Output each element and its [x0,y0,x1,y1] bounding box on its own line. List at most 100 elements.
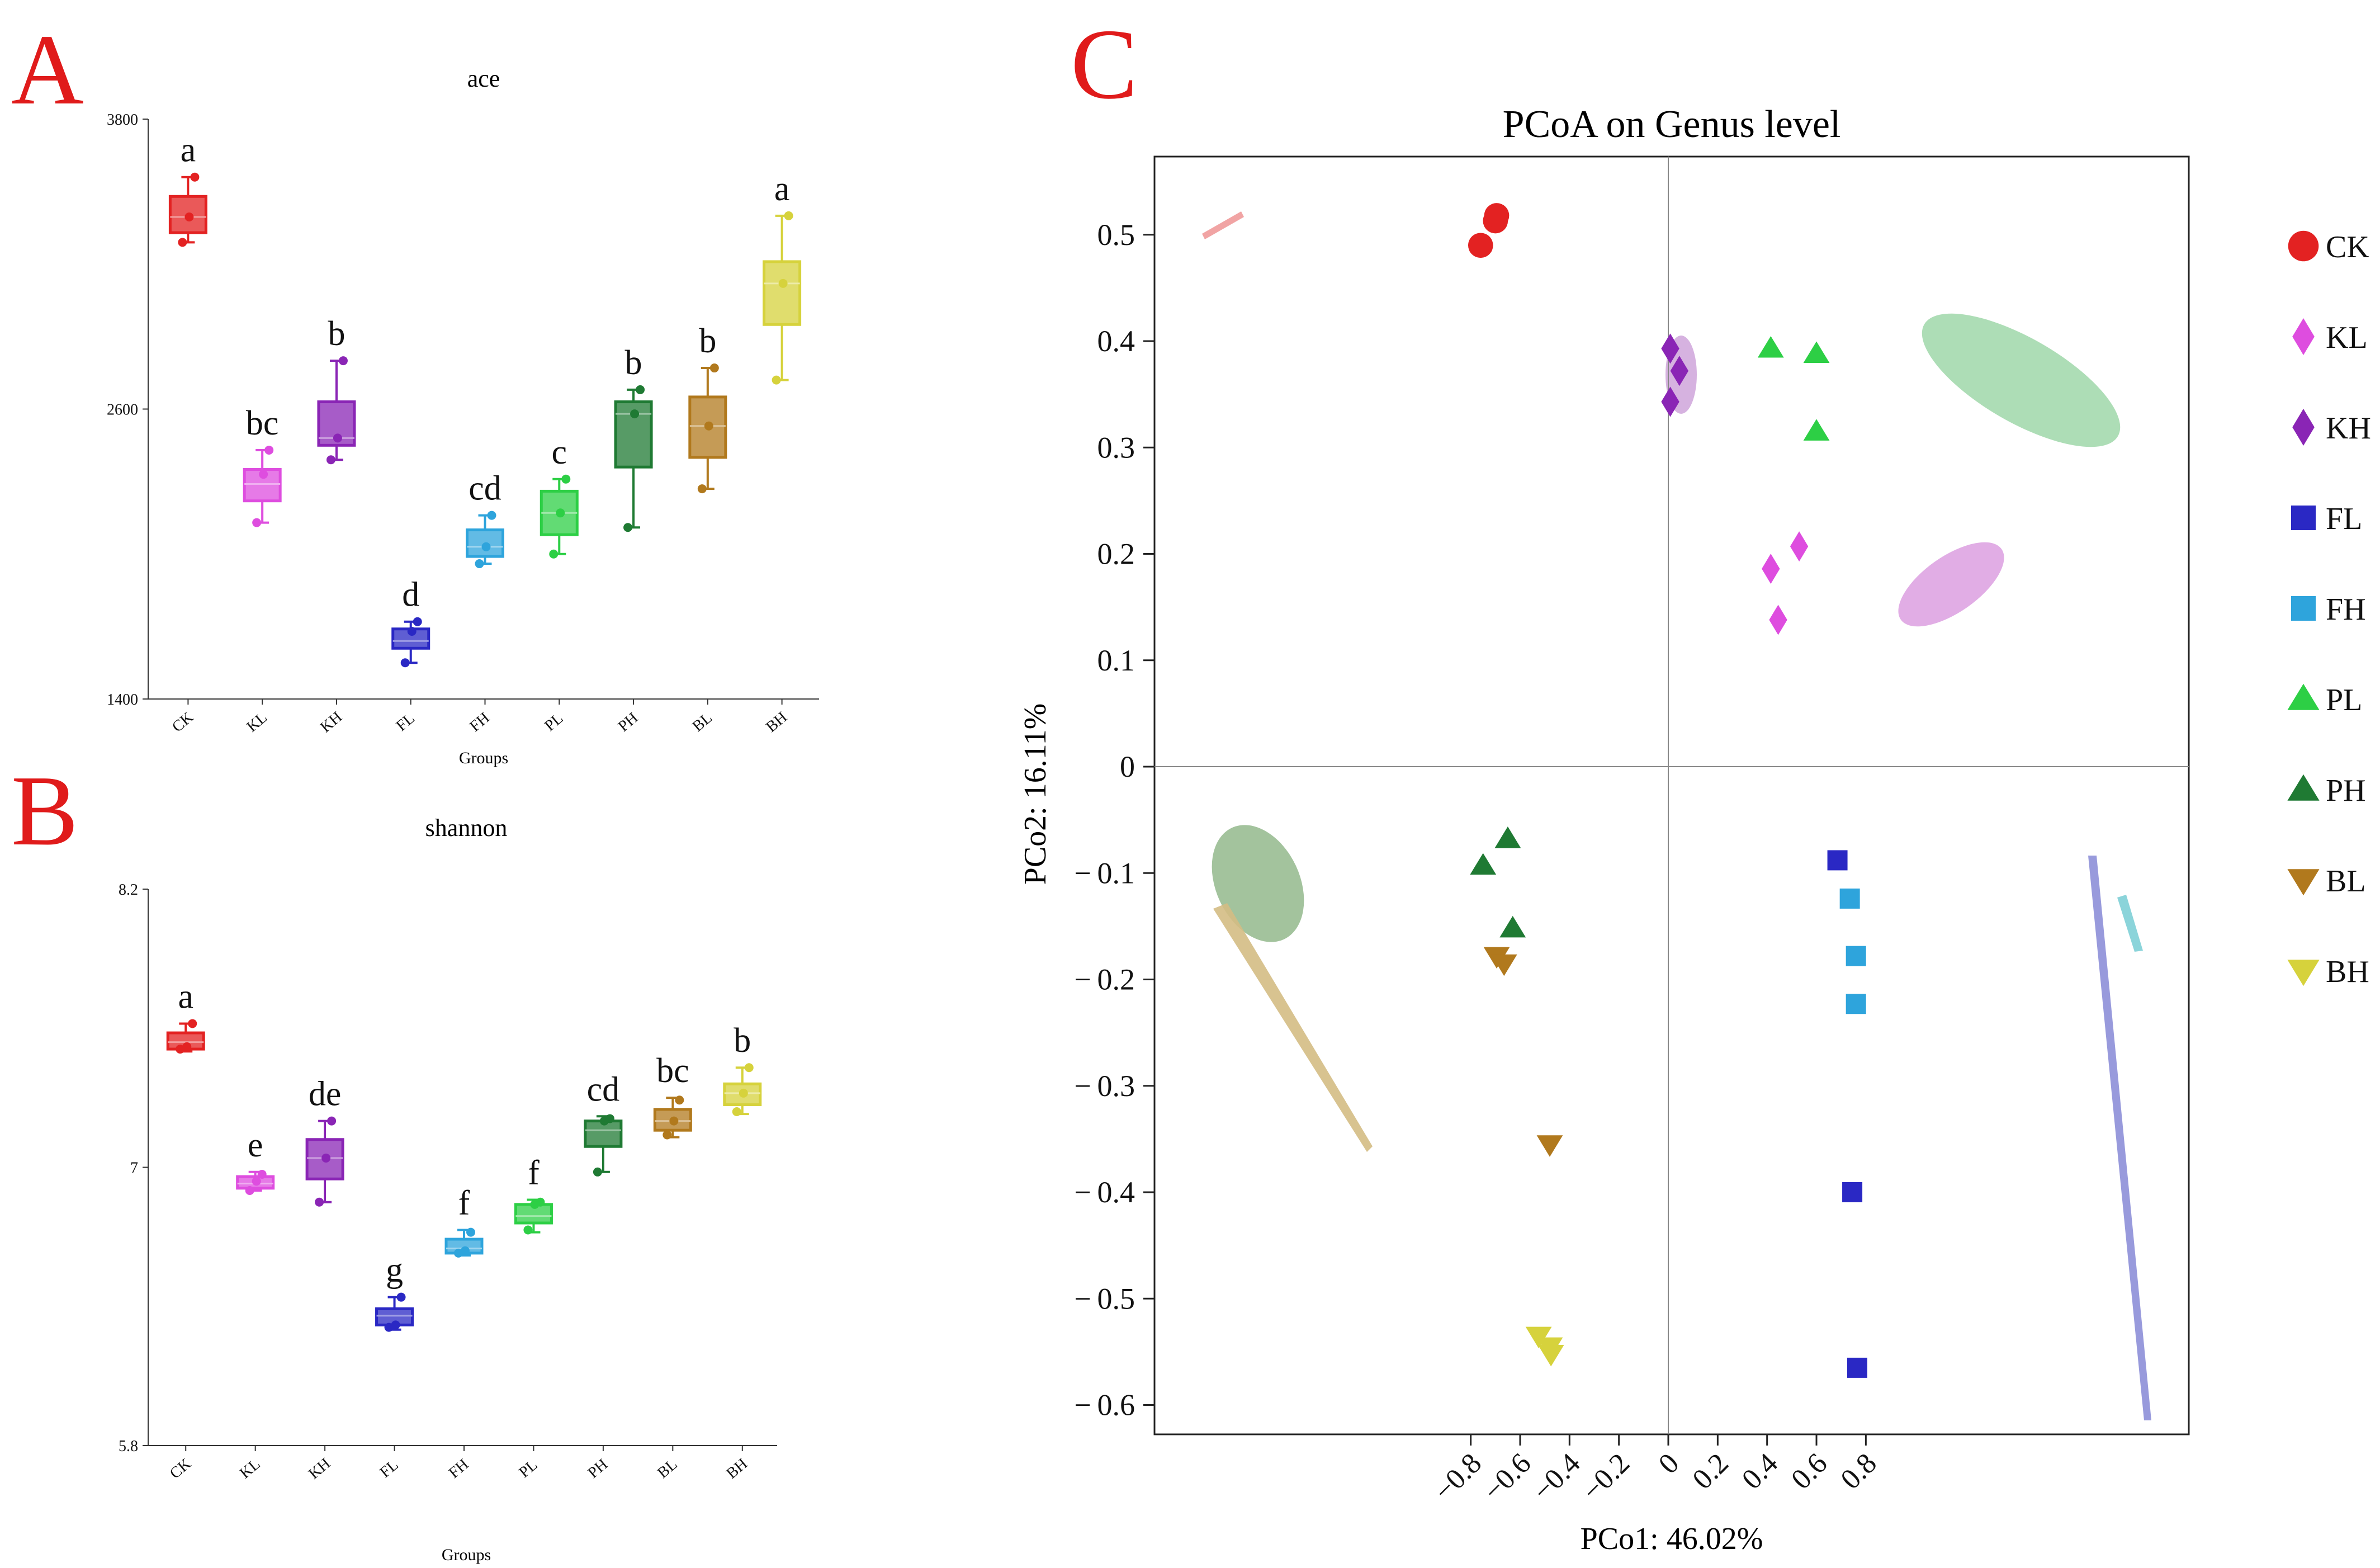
ellipse-pl [1922,313,2121,447]
pcoa-point-fl [1842,1182,1863,1202]
pcoa-point-bh [1537,1344,1564,1367]
shannon-x-axis-label: Groups [442,1546,491,1564]
pcoa-legend: CK KL KH FL FH PL PH BL BH [2287,230,2371,989]
ace-significance-letter: d [402,576,419,614]
ace-point [697,484,707,494]
legend-marker-pl [2287,683,2320,710]
ace-point [481,542,491,551]
shannon-significance-letter: b [734,1022,751,1060]
legend-label-fh: FH [2326,592,2366,627]
shannon-significance-letter: f [458,1184,470,1222]
shannon-significance-letter: bc [656,1052,689,1090]
pcoa-point-ph [1470,853,1497,875]
shannon-point [669,1116,679,1126]
shannon-significance-letter: e [248,1126,263,1164]
shannon-point [188,1019,197,1028]
ace-point [704,421,713,431]
legend-marker-kl [2292,318,2315,355]
legend-label-bh: BH [2326,955,2369,989]
legend-label-pl: PL [2326,683,2362,717]
pcoa-x-tick-label: 0.6 [1785,1447,1833,1495]
pcoa-x-axis-label: PCo1: 46.02% [1581,1522,1763,1556]
ace-x-tick-label: PL [541,710,566,735]
pcoa-y-tick-label: 0.3 [1097,431,1135,464]
ace-significance-letter: cd [469,470,501,508]
shannon-point [739,1088,748,1098]
pcoa-y-axis-label: PCo2: 16.11% [1018,703,1053,885]
shannon-point [523,1225,533,1235]
legend-marker-fl [2291,506,2316,530]
pcoa-y-tick-label: − 0.1 [1074,856,1135,890]
shannon-box-fh [444,1238,484,1255]
legend-marker-fh [2291,596,2316,621]
ellipse-bl [1213,903,1373,1152]
ace-point [561,474,571,484]
panel-letter-c: C [1071,8,1138,120]
legend-marker-kh [2292,409,2315,446]
pcoa-x-tick-label: −0.2 [1576,1447,1636,1507]
legend-marker-bh [2287,960,2320,986]
pcoa-point-kh [1661,333,1679,364]
pcoa-x-tick-label: 0.2 [1687,1447,1735,1495]
ace-point [630,409,640,419]
pcoa-point-ck [1468,233,1493,258]
panel-letter-a: A [11,14,84,125]
ellipse-fl [2088,856,2151,1420]
pcoa-x-tick-label: 0.8 [1835,1447,1883,1495]
shannon-point [461,1246,470,1255]
ace-point [636,385,645,394]
pcoa-point-kh [1661,386,1679,417]
shannon-x-tick-label: KH [305,1455,334,1483]
pcoa-point-fh [1846,946,1866,966]
ace-x-tick-label: BH [763,709,791,736]
ace-y-tick-label: 1400 [107,691,138,709]
pcoa-point-pl [1803,419,1830,441]
pcoa-scatter-panel: PCoA on Genus level −0.8−0.6−0.4−0.2 0 0.2… [1018,103,2371,1556]
legend-label-bl: BL [2326,864,2366,899]
pcoa-y-tick-label: − 0.2 [1074,963,1135,996]
ace-point [772,375,781,385]
shannon-y-tick-label: 5.8 [119,1438,138,1455]
shannon-x-tick-label: PL [515,1456,541,1481]
ace-x-tick-label: KL [243,709,271,736]
legend-label-fl: FL [2326,502,2362,536]
legend-marker-ck [2288,230,2319,262]
shannon-point [536,1197,545,1207]
pcoa-x-tick-label: −0.6 [1477,1447,1537,1507]
ace-box-fh [466,528,504,558]
ace-point [778,278,788,288]
ace-significance-letter: b [699,322,716,360]
shannon-significance-letter: g [386,1251,403,1290]
shannon-point [327,1116,337,1126]
pcoa-point-fh [1846,994,1866,1014]
pcoa-y-tick-label: 0.5 [1097,218,1135,252]
pcoa-y-tick-label: − 0.3 [1074,1069,1135,1103]
pcoa-point-kl [1762,554,1780,584]
ace-x-tick-label: CK [169,709,197,736]
ellipse-ph [1212,825,1304,942]
ace-x-tick-label: KH [317,709,346,736]
ace-point [190,172,200,182]
ace-significance-letter: a [774,170,790,208]
ace-point [178,238,187,247]
shannon-point [315,1197,324,1207]
ace-point [400,658,410,668]
pcoa-point-pl [1757,336,1784,358]
ace-x-tick-label: FL [393,710,418,735]
ace-significance-letter: a [181,131,196,169]
ace-y-tick-label: 2600 [107,402,138,419]
legend-label-kh: KH [2326,411,2371,446]
legend-label-ph: PH [2326,773,2366,808]
pcoa-y-tick-label: − 0.4 [1074,1175,1135,1209]
ellipse-fh [2117,895,2143,952]
pcoa-marks [1468,203,1867,1378]
ace-significance-letter: b [328,315,345,353]
ace-significance-letter: bc [246,404,279,442]
shannon-point [176,1045,185,1054]
ace-point [487,511,496,520]
ace-box-bh [763,260,802,326]
ace-point [407,627,417,636]
ace-y-tick-label: 3800 [107,111,138,129]
shannon-point [384,1323,394,1332]
